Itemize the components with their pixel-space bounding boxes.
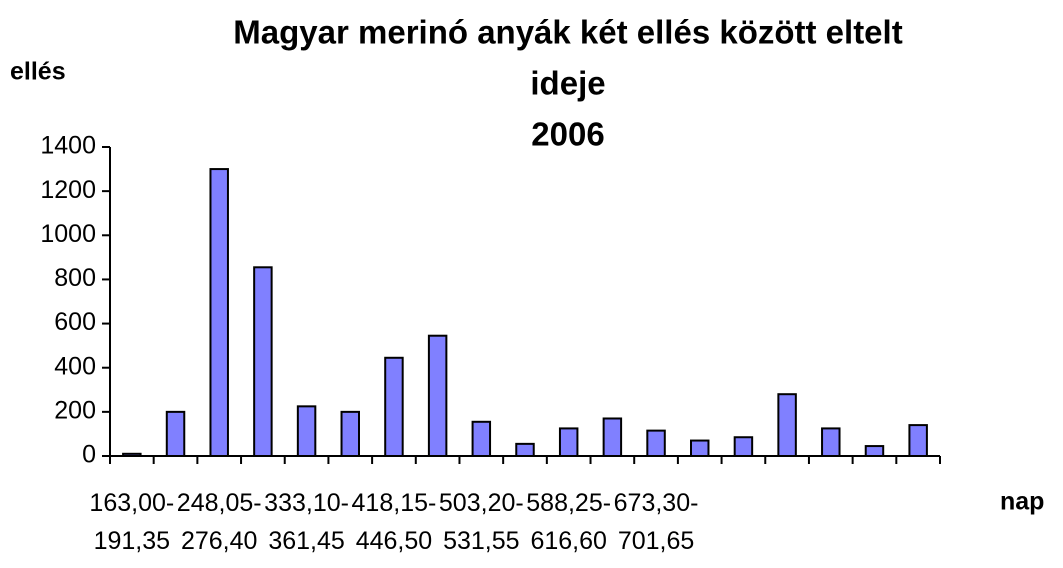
y-tick-label: 600 — [54, 308, 96, 336]
chart-title: Magyar merinó anyák két ellés között elt… — [233, 14, 902, 51]
bar — [209, 168, 229, 457]
x-tick-label: 418,15- 446,50 — [351, 489, 437, 555]
x-tick-label: 673,30- 701,65 — [613, 489, 699, 555]
bar — [864, 445, 885, 458]
chart-title: ideje — [530, 65, 605, 102]
x-tick-label: 248,05- 276,40 — [176, 489, 262, 555]
bar — [558, 427, 579, 457]
bar — [427, 334, 448, 458]
bar — [646, 429, 666, 458]
bar — [471, 420, 492, 457]
y-tick-label: 1400 — [40, 132, 96, 160]
y-tick-label: 1200 — [40, 176, 96, 204]
chart-title: 2006 — [531, 116, 604, 153]
y-tick-label: 400 — [54, 352, 96, 380]
bar — [908, 424, 928, 458]
x-tick-label: 163,00- 191,35 — [89, 489, 175, 555]
bar — [296, 405, 317, 458]
bar — [690, 439, 710, 457]
bar — [777, 393, 797, 458]
bar — [253, 266, 273, 457]
y-axis-label: ellés — [10, 58, 66, 86]
x-tick-label: 333,10- 361,45 — [264, 489, 349, 555]
y-tick-label: 200 — [54, 396, 96, 424]
y-tick-label: 0 — [82, 441, 96, 469]
x-tick-label: 503,20- 531,55 — [438, 489, 524, 555]
y-tick-label: 1000 — [40, 220, 96, 248]
bar — [340, 410, 360, 458]
bar — [515, 442, 535, 458]
bar — [165, 410, 186, 458]
x-axis-label: nap — [1000, 488, 1044, 516]
bar — [384, 356, 404, 457]
bar — [733, 436, 754, 458]
bar — [602, 417, 623, 458]
bar — [821, 427, 841, 457]
x-tick-label: 588,25- 616,60 — [526, 489, 612, 555]
y-tick-label: 800 — [54, 264, 96, 292]
